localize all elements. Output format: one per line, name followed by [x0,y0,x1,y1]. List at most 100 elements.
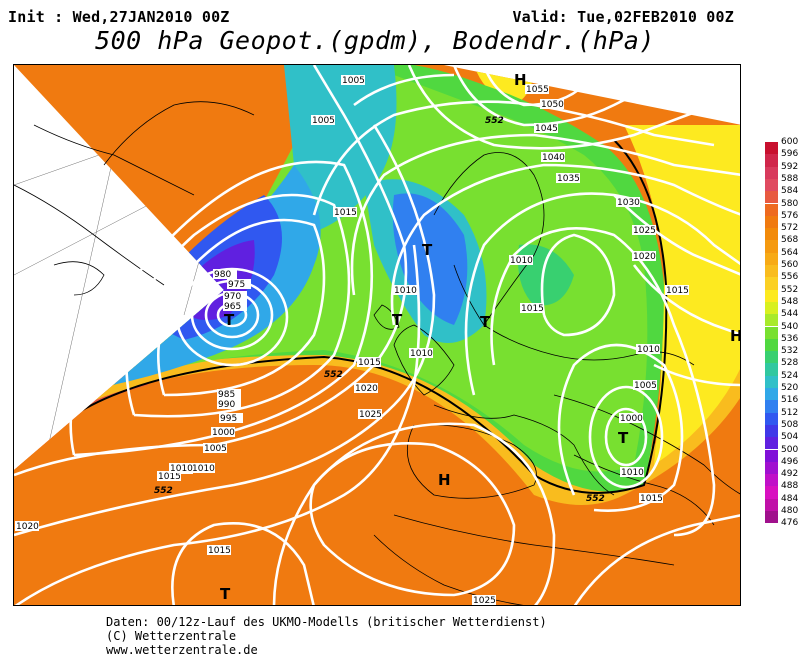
scale-swatch [765,511,778,524]
scale-level-label: 484 [781,493,799,504]
scale-level-label: 504 [781,432,799,443]
scale-level-label: 508 [781,419,799,430]
isobar-label: 975 [228,280,245,290]
scale-level-label: 512 [781,407,799,418]
scale-level-label: 600 [781,137,799,147]
scale-level-label: 588 [781,173,799,184]
isobar-label: 1010 [170,464,193,474]
high-centre: H [438,471,451,489]
isobar-label: 1010 [621,468,644,478]
scale-swatch [765,375,778,388]
scale-level-label: 500 [781,444,799,455]
isobar-label: 1005 [342,76,365,86]
isobar-label: 980 [214,270,231,280]
isobar-label: 1030 [617,198,640,208]
contour-label: 552 [324,370,343,380]
high-centre: H [514,71,527,89]
map-canvas: 552 552 552 552 1005 1005 1010 1015 1010… [14,65,740,606]
scale-level-label: 476 [781,518,799,529]
isobar-label: 1025 [633,226,656,236]
scale-swatch [765,178,778,192]
contour-label: 552 [154,486,173,496]
isobar-label: 1015 [640,494,663,504]
scale-swatch [765,203,778,216]
isobar-label: 1015 [208,546,231,556]
isobar-label: 1015 [358,358,381,368]
scale-level-label: 572 [781,223,799,234]
scale-level-label: 544 [781,309,799,320]
scale-level-label: 532 [781,346,799,357]
pressure-labels: 1005 1005 1010 1015 1010 1010 1015 1015 … [15,75,689,606]
weather-map: 552 552 552 552 1005 1005 1010 1015 1010… [13,64,741,606]
isobar-label: 1045 [535,124,558,134]
isobar-label: 1020 [633,252,656,262]
scale-swatch [765,449,778,462]
scale-level-label: 488 [781,481,799,492]
scale-level-label: 576 [781,210,799,221]
isobar-label: 1000 [212,428,235,438]
isobar-label: 1010 [192,464,215,474]
init-time: Init : Wed,27JAN2010 00Z [8,8,230,26]
low-centre: T [422,241,433,259]
contour-label: 552 [586,494,605,504]
low-centre: T [618,429,629,447]
isobar-label: 985 [218,390,235,400]
isobar-label: 1005 [634,381,657,391]
isobar-label: 1010 [410,349,433,359]
scale-level-label: 520 [781,383,799,393]
scale-swatch [765,252,778,265]
scale-level-label: 524 [781,370,799,381]
valid-time: Valid: Tue,02FEB2010 00Z [512,8,734,26]
scale-level-label: 552 [781,284,799,295]
scale-swatch [765,461,778,475]
scale-level-label: 528 [781,358,799,369]
scale-swatch [765,388,778,401]
isobars [14,65,740,605]
scale-swatch [765,400,778,413]
low-centre: T [392,311,403,329]
scale-swatch [765,437,778,450]
scale-swatch [765,474,778,487]
scale-swatch [765,277,778,290]
scale-swatch [765,265,778,278]
scale-swatch [765,301,778,315]
footer-copyright: (C) Wetterzentrale [106,629,237,643]
scale-level-label: 564 [781,247,799,258]
scale-swatch [765,240,778,253]
isobar-label: 990 [218,400,235,410]
isobar-label: 1050 [541,100,564,110]
isobar-label: 1020 [16,522,39,532]
map-title: 500 hPa Geopot.(gpdm), Bodendr.(hPa) [95,26,655,55]
scale-swatch [765,424,778,438]
isobar-label: 1040 [542,153,565,163]
footer-data-source: Daten: 00/12z-Lauf des UKMO-Modells (bri… [106,615,547,629]
scale-level-label: 480 [781,506,799,516]
scale-level-label: 596 [781,149,799,160]
color-scale: 600 596 592 588 584 580 576 572 568 564 560 556 552 5… [765,138,809,538]
isobar-label: 995 [220,414,237,424]
scale-level-label: 548 [781,296,799,307]
scale-level-label: 492 [781,469,799,480]
scale-level-label: 516 [781,395,799,406]
scale-level-label: 592 [781,161,799,172]
scale-level-label: 496 [781,456,799,467]
scale-swatch [765,191,778,204]
contour-labels: 552 552 552 552 [154,116,605,504]
isobar-label: 1025 [359,410,382,420]
isobar-label: 1015 [521,304,544,314]
scale-level-label: 540 [781,321,799,332]
scale-swatch [765,215,778,229]
isobar-label: 1010 [510,256,533,266]
scale-level-label: 584 [781,186,799,197]
isobar-label: 1010 [637,345,660,355]
scale-level-label: 560 [781,260,799,270]
scale-level-label: 580 [781,198,799,209]
isobar-label: 1010 [394,286,417,296]
isobar-label: 1025 [473,596,496,606]
contour-label: 552 [485,116,504,126]
scale-swatch [765,289,778,302]
isobar-label: 1000 [620,414,643,424]
scale-swatch [765,363,778,376]
isobar-label: 1015 [158,472,181,482]
scale-swatch [765,228,778,241]
